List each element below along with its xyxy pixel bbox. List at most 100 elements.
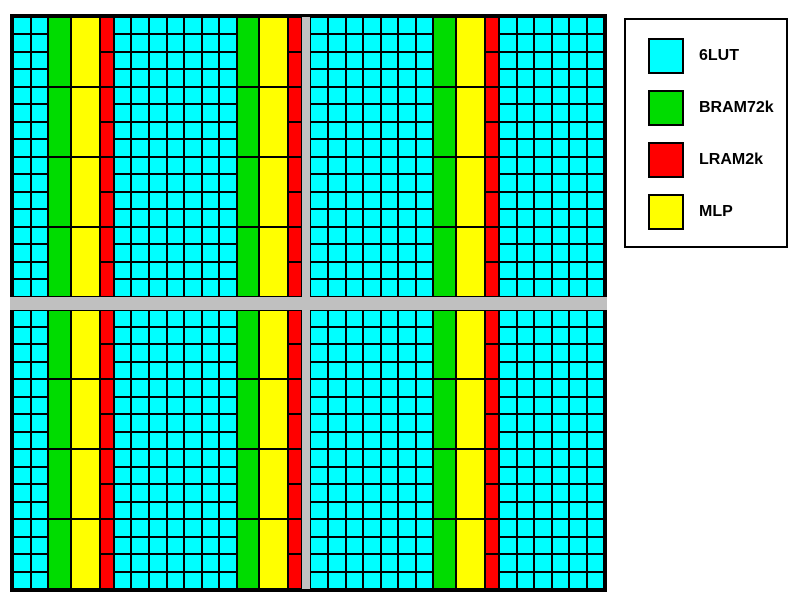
fabric-column-lut — [551, 17, 570, 297]
fabric-cell-lram — [99, 554, 114, 589]
fabric-cell-lut — [534, 501, 552, 520]
fabric-cell-lut — [534, 209, 552, 227]
fpga-fabric-grid — [10, 14, 607, 592]
fabric-cell-lut — [551, 209, 570, 227]
fabric-column-bram — [48, 17, 71, 297]
fabric-cell-lut — [166, 279, 185, 297]
fabric-top-half — [13, 17, 605, 297]
fabric-cell-lut — [184, 174, 202, 192]
fabric-cell-lut — [586, 309, 605, 327]
fabric-cell-lram — [288, 519, 303, 555]
fabric-cell-lut — [30, 156, 49, 175]
fabric-cell-lram — [288, 121, 303, 157]
fabric-cell-lut — [13, 501, 31, 520]
fabric-cell-bram — [236, 86, 260, 157]
fabric-cell-lut — [219, 209, 237, 227]
fabric-cell-lut — [345, 326, 364, 345]
fabric-cell-mlp — [455, 519, 485, 589]
fabric-cell-lut — [148, 279, 167, 297]
fabric-cell-lut — [380, 326, 399, 345]
fabric-cell-mlp — [70, 309, 100, 380]
fabric-cell-lut — [30, 191, 49, 210]
fabric-cell-lut — [499, 261, 517, 280]
fabric-cell-lut — [148, 174, 167, 192]
fabric-cell-lut — [551, 51, 570, 70]
fabric-cell-lut — [363, 449, 381, 467]
fabric-cell-lut — [499, 139, 517, 157]
fabric-cell-bram — [433, 226, 456, 297]
fabric-cell-lut — [113, 69, 132, 87]
fabric-cell-lut — [586, 571, 605, 589]
fabric-cell-lut — [131, 34, 149, 52]
fabric-cell-lut — [380, 86, 399, 105]
fabric-cell-lut — [345, 209, 364, 227]
fabric-cell-lut — [380, 571, 399, 589]
fabric-cell-lut — [380, 226, 399, 245]
fabric-cell-lut — [184, 326, 202, 345]
fabric-cell-lut — [13, 379, 31, 397]
fabric-cell-lut — [201, 344, 220, 362]
fabric-cell-lut — [569, 344, 587, 362]
fabric-cell-lram — [288, 344, 303, 380]
fabric-cell-lut — [516, 431, 535, 450]
fabric-cell-lut — [184, 156, 202, 175]
fabric-cell-lut — [30, 361, 49, 380]
fabric-cell-lut — [380, 261, 399, 280]
fabric-cell-lram — [99, 86, 114, 122]
fabric-cell-lut — [551, 244, 570, 262]
fabric-cell-lut — [184, 431, 202, 450]
fabric-column-lut — [13, 309, 31, 589]
fabric-cell-lut — [148, 226, 167, 245]
fabric-cell-lut — [166, 484, 185, 502]
fabric-cell-lut — [415, 244, 434, 262]
fabric-cell-lut — [113, 396, 132, 415]
fabric-cell-lut — [569, 86, 587, 105]
legend-label-mlp: MLP — [699, 203, 733, 220]
fabric-cell-lut — [415, 309, 434, 327]
fabric-cell-lut — [184, 121, 202, 140]
fabric-cell-lut — [398, 466, 416, 485]
fabric-cell-lram — [99, 226, 114, 262]
fabric-cell-lut — [148, 554, 167, 572]
fabric-cell-lut — [201, 279, 220, 297]
fabric-cell-lut — [516, 51, 535, 70]
fabric-cell-lut — [310, 261, 328, 280]
fabric-cell-lut — [534, 174, 552, 192]
fabric-cell-lut — [131, 536, 149, 555]
fabric-cell-lut — [113, 191, 132, 210]
fabric-cell-lut — [569, 396, 587, 415]
fabric-cell-lut — [113, 414, 132, 432]
fabric-cell-lut — [586, 554, 605, 572]
fabric-cell-lram — [288, 156, 303, 192]
fabric-cell-bram — [48, 156, 71, 227]
fabric-cell-lut — [586, 261, 605, 280]
fabric-cell-lut — [310, 279, 328, 297]
fabric-cell-lut — [363, 414, 381, 432]
fabric-column-lut — [328, 309, 346, 589]
fabric-column-mlp — [455, 309, 485, 589]
fabric-cell-lut — [310, 191, 328, 210]
fabric-cell-lut — [516, 554, 535, 572]
fabric-cell-lut — [148, 361, 167, 380]
fabric-cell-bram — [236, 379, 260, 450]
fabric-cell-lut — [131, 69, 149, 87]
fabric-cell-lut — [13, 554, 31, 572]
fabric-cell-lram — [288, 261, 303, 297]
fabric-cell-lut — [345, 344, 364, 362]
fabric-cell-lut — [345, 34, 364, 52]
fabric-cell-lut — [201, 121, 220, 140]
fabric-cell-lram — [99, 156, 114, 192]
fabric-cell-lut — [551, 139, 570, 157]
fabric-cell-lut — [499, 209, 517, 227]
fabric-cell-mlp — [259, 156, 289, 227]
fabric-cell-lut — [166, 396, 185, 415]
fabric-cell-lut — [131, 361, 149, 380]
fabric-cell-lut — [201, 449, 220, 467]
fabric-cell-lut — [516, 501, 535, 520]
fabric-cell-lut — [569, 309, 587, 327]
fabric-cell-lut — [363, 519, 381, 537]
fabric-cell-lut — [569, 484, 587, 502]
fabric-cell-lut — [380, 104, 399, 122]
fabric-cell-lut — [380, 484, 399, 502]
fabric-cell-lut — [30, 554, 49, 572]
